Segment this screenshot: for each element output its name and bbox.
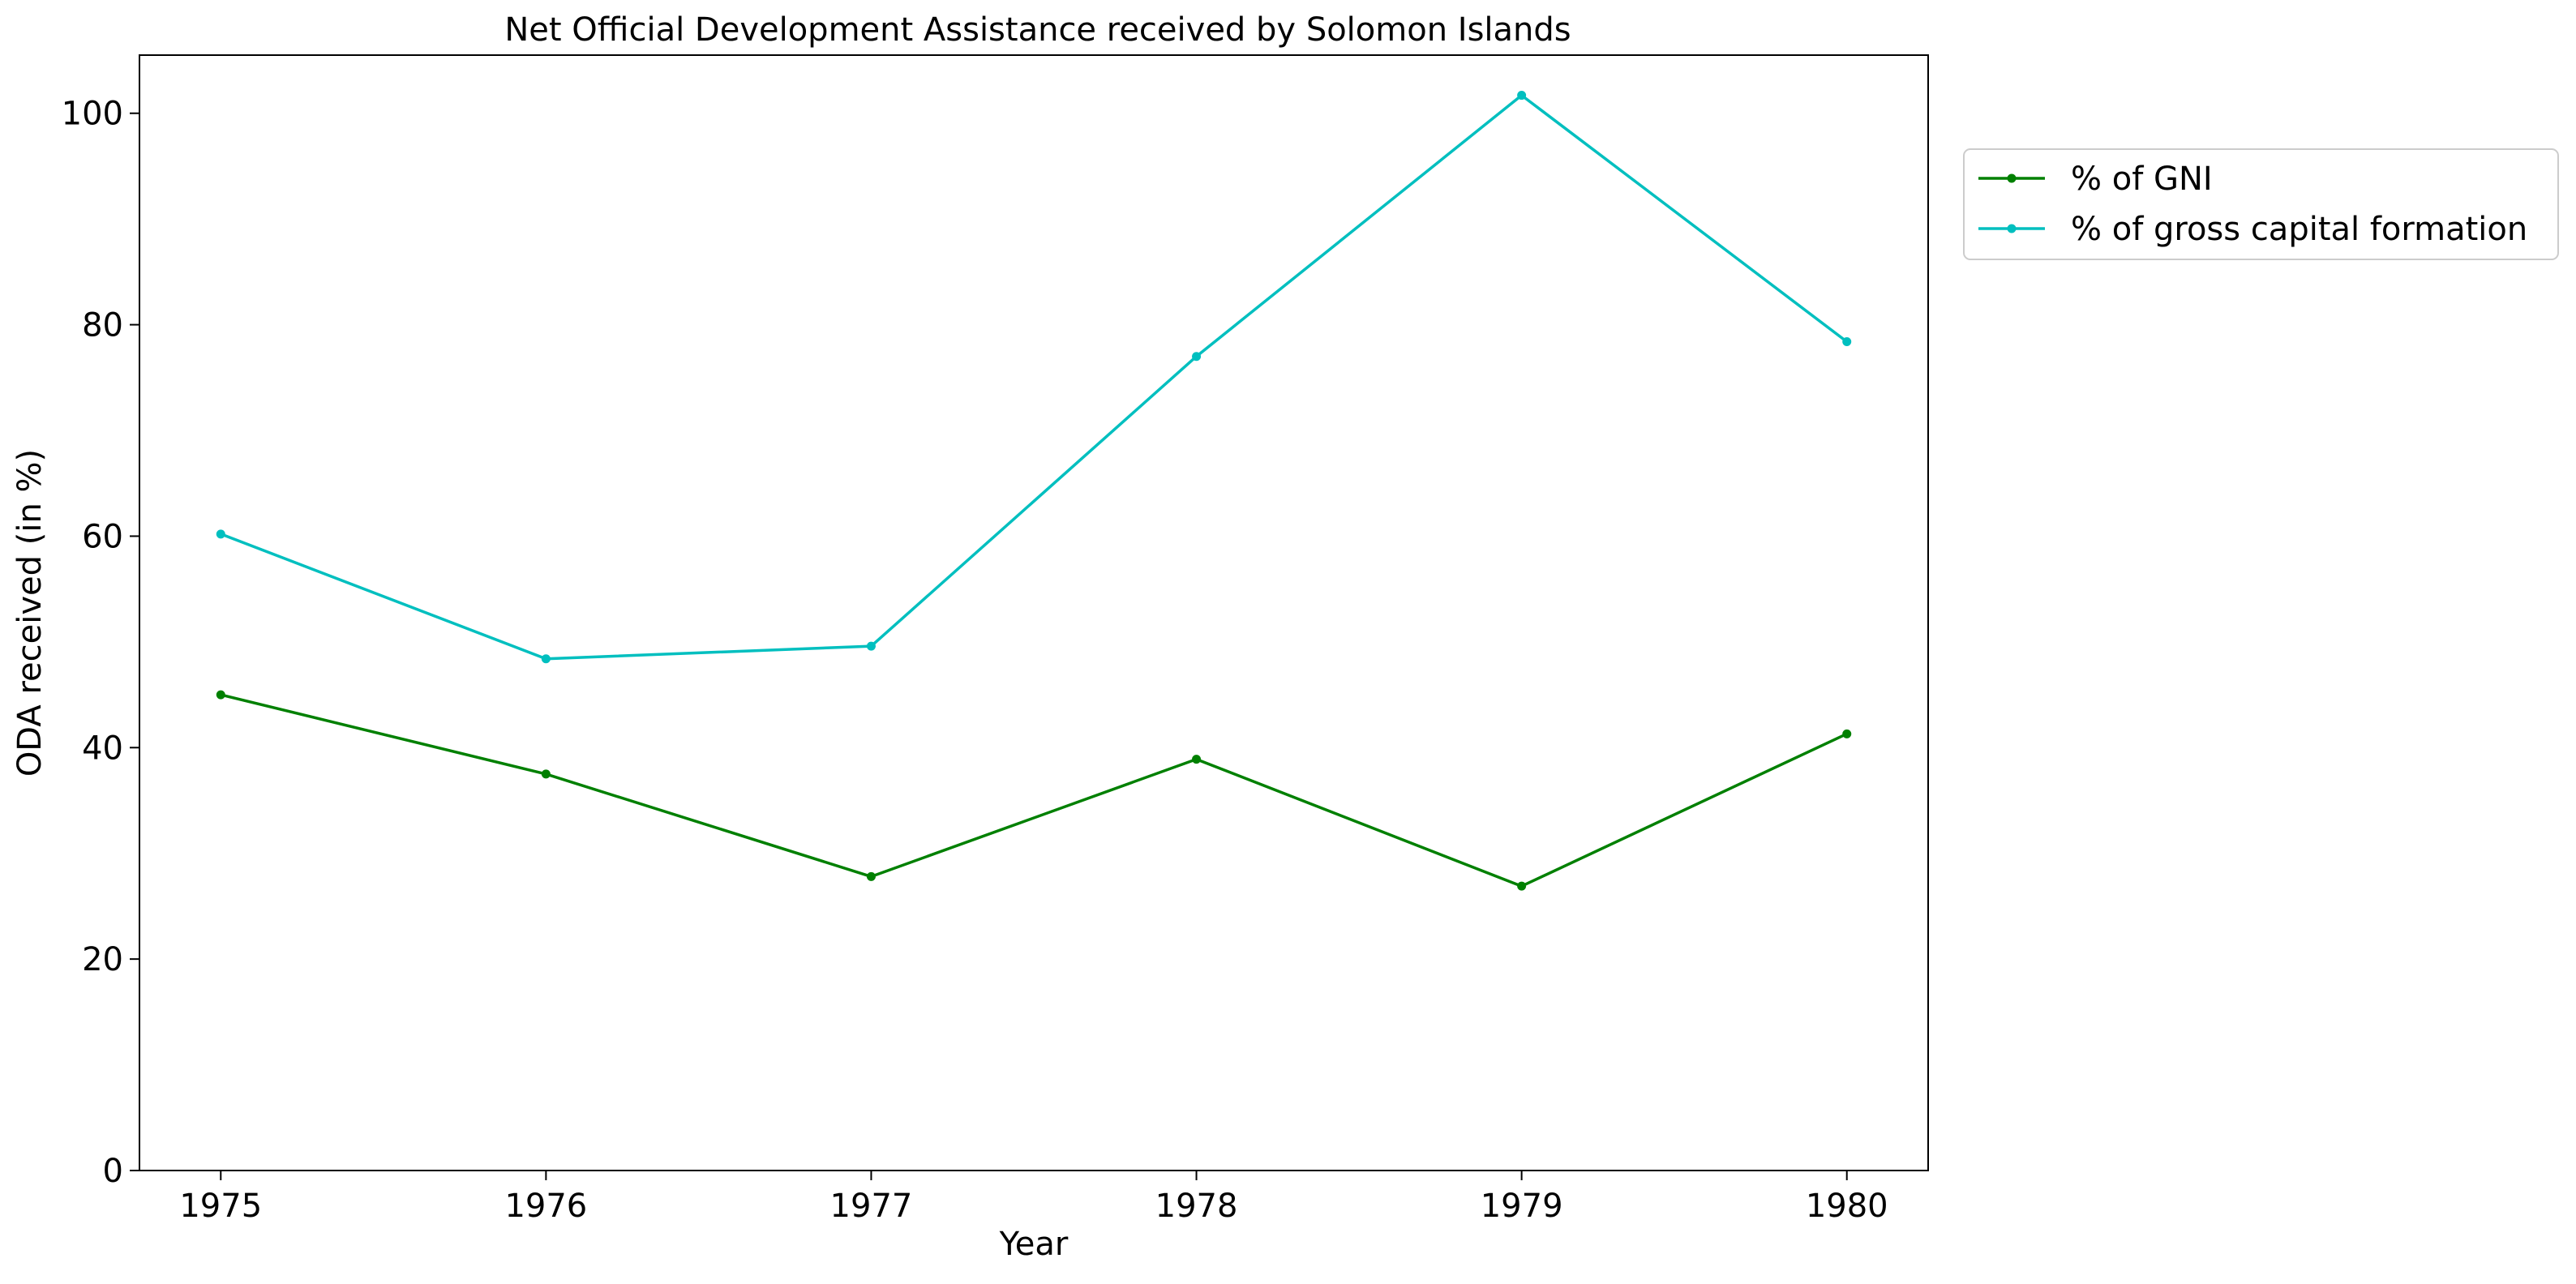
x-tick-label: 1978 xyxy=(1155,1188,1238,1225)
legend-items: % of GNI % of gross capital formation xyxy=(1978,160,2527,248)
y-tick-label: 40 xyxy=(82,730,123,767)
series-line-0 xyxy=(220,693,1848,888)
legend-swatch-marker xyxy=(2007,224,2017,233)
data-point-series-0 xyxy=(1842,729,1852,738)
series-layer xyxy=(216,91,1852,891)
x-tick-label: 1979 xyxy=(1481,1188,1563,1225)
legend-label: % of GNI xyxy=(2071,160,2213,198)
y-tick-label: 0 xyxy=(103,1153,123,1190)
data-point-series-0 xyxy=(541,769,551,779)
data-point-series-1 xyxy=(1192,352,1202,362)
y-tick-label: 100 xyxy=(62,96,123,133)
data-point-series-1 xyxy=(541,654,551,664)
x-tick-label: 1976 xyxy=(504,1188,587,1225)
data-point-series-1 xyxy=(1517,91,1527,101)
legend-swatch-marker xyxy=(2007,173,2017,183)
data-point-series-1 xyxy=(1842,336,1852,346)
y-axis-label: ODA received (in %) xyxy=(11,449,49,777)
y-tick-label: 60 xyxy=(82,518,123,555)
data-point-series-0 xyxy=(1517,881,1527,891)
x-tick-label: 1975 xyxy=(179,1188,262,1225)
data-point-series-0 xyxy=(866,871,876,881)
data-point-series-0 xyxy=(1192,755,1202,764)
data-point-series-0 xyxy=(216,690,225,700)
data-point-series-1 xyxy=(866,641,876,651)
legend: % of GNI % of gross capital formation xyxy=(1963,148,2559,260)
x-axis: 1975 1976 1977 1978 1979 1980 xyxy=(179,1171,1888,1225)
legend-label: % of gross capital formation xyxy=(2071,211,2527,248)
x-axis-label: Year xyxy=(999,1226,1069,1263)
chart-title: Net Official Development Assistance rece… xyxy=(504,11,1571,49)
legend-box xyxy=(1963,148,2559,260)
series-line-1 xyxy=(220,93,1848,661)
y-tick-label: 80 xyxy=(82,307,123,345)
x-tick-label: 1980 xyxy=(1806,1188,1888,1225)
data-point-series-1 xyxy=(216,529,225,539)
plot-area-frame xyxy=(139,54,1929,1171)
x-tick-label: 1977 xyxy=(830,1188,913,1225)
y-tick-label: 20 xyxy=(82,941,123,978)
y-axis: 0 20 40 60 80 100 xyxy=(62,96,139,1190)
